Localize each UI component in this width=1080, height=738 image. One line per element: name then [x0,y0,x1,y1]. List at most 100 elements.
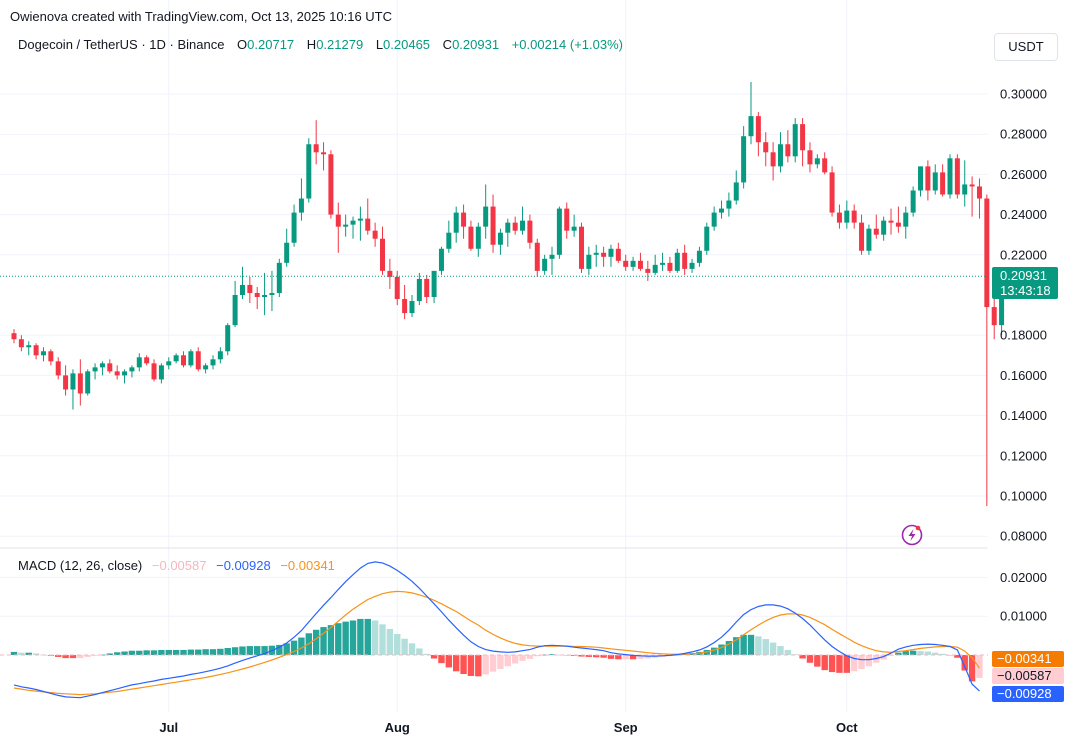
candle [151,359,157,382]
macd-histogram-bar [482,655,489,675]
candle [188,349,194,368]
candle-body [298,198,304,213]
candle-body [505,222,511,233]
candle-body [33,345,39,356]
candle [733,170,739,205]
macd-histogram-bar [939,653,946,655]
candle-body [446,232,452,249]
candle-body [11,333,17,340]
candle-body [483,206,489,227]
candle-body [55,361,61,376]
candle [851,204,857,229]
macd-histogram-bar [460,655,467,675]
macd-histogram-bar [224,648,231,655]
candle [741,126,747,189]
macd-histogram-bar [762,639,769,655]
macd-histogram-bar [777,646,784,655]
candle-body [630,260,636,267]
macd-badges: −0.00341 −0.00587 −0.00928 [992,651,1064,702]
macd-histogram-bar [327,625,335,655]
candle [888,208,894,235]
time-axis[interactable]: Jul Aug Sep Oct [159,720,858,735]
macd-histogram-bar [578,655,585,657]
open-label: O [237,37,248,52]
signal-badge-bg [992,651,1064,667]
macd-histogram-bar [954,655,961,658]
macd-histogram-bar [312,629,320,655]
candle-body [925,166,931,191]
candle-body [763,142,769,153]
macd-histogram-bar [32,653,40,655]
price-axis[interactable]: 0.30000 0.28000 0.26000 0.24000 0.22000 0.180… [1000,87,1047,544]
macd-histogram-bar [364,618,371,655]
macd-histogram-bar [84,655,91,657]
macd-histogram-bar [740,634,747,655]
candle-body [335,214,341,227]
candle-body [402,299,408,314]
candle-body [777,144,783,167]
candle-body [77,373,83,394]
currency-button[interactable]: USDT [994,33,1058,61]
macd-histogram-bar [497,655,504,669]
candle-body [660,262,666,265]
macd-histogram-bar [128,650,136,655]
candle [291,204,297,247]
candle [777,132,783,173]
symbol-title[interactable]: Dogecoin / TetherUS · 1D · Binance [18,37,225,52]
candle [748,81,754,145]
candle-body [262,295,268,298]
lightning-icon[interactable] [901,524,923,546]
macd-histogram-bar [261,646,268,655]
candle-body [534,242,540,271]
candle [394,270,400,306]
candle [940,164,946,197]
candle-body [586,254,592,269]
candle-body [122,371,128,376]
candle [11,329,17,344]
macd-histogram-bar [556,654,563,656]
candle [719,200,725,219]
candle-body [881,220,887,235]
price-tick-label: 0.08000 [1000,529,1047,544]
high-label: H [306,37,317,52]
candle [630,256,636,271]
macd-histogram-bar [231,647,239,655]
open-value: 0.20717 [247,37,295,52]
candle-body [859,222,865,251]
candle [114,365,120,380]
candle [490,194,496,253]
candle-body [453,212,459,233]
candle-body [203,365,209,370]
macd-title[interactable]: MACD (12, 26, close) [18,558,143,573]
candle [682,244,688,275]
candle-body [704,226,710,251]
candle-body [173,355,179,362]
macd-histogram-bar [467,655,475,676]
macd-histogram-bar [865,655,873,667]
macd-axis[interactable]: 0.02000 0.01000 [1000,570,1047,624]
time-tick-label: Sep [614,720,638,735]
macd-histogram-bar [290,640,298,655]
candle-body [674,252,680,271]
candle [645,260,651,281]
macd-histogram-bar [357,618,364,655]
candle-body [254,292,260,298]
candle-body [578,226,584,269]
macd-histogram-bar [430,655,438,659]
candle-body [269,292,275,295]
candle [615,242,621,263]
candle-body [343,224,349,227]
candle [468,220,474,251]
candle-body [962,184,968,195]
candle [660,252,666,271]
candle-body [895,222,901,227]
candle [763,132,769,167]
macd-histogram-bar [858,655,865,669]
candle [335,202,341,253]
candle-body [601,252,607,257]
macd-histogram-bar [548,654,556,656]
candle-body [593,252,599,255]
macd-histogram-bar [733,637,740,655]
candle-body [549,254,555,259]
